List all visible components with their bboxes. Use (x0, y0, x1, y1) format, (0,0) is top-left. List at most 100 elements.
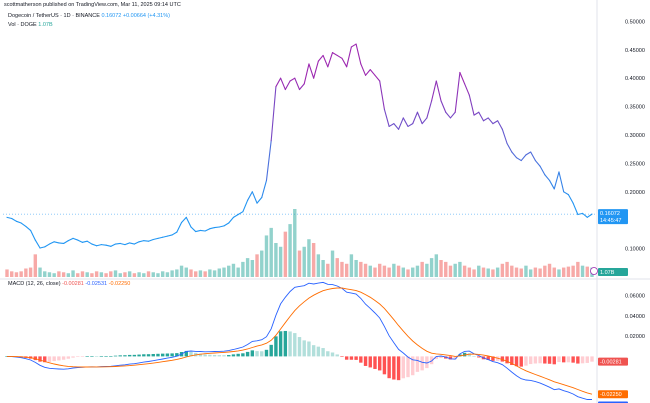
macd-histogram-bar (354, 356, 358, 360)
volume-bar (43, 271, 47, 277)
price-line-segment (355, 43, 362, 65)
macd-histogram-bar (94, 356, 99, 357)
volume-badge-bg (598, 268, 628, 276)
volume-bar (330, 250, 335, 277)
macd-histogram-bar (283, 330, 288, 357)
volume-bar (184, 267, 188, 277)
price-line-segment (237, 211, 244, 216)
price-line-segment (63, 240, 69, 245)
price-line-segment (577, 212, 584, 216)
macd-histogram-bar (448, 356, 453, 360)
volume-bar (491, 269, 495, 277)
price-line-segment (30, 229, 36, 241)
price-line-segment (379, 80, 385, 110)
volume-bar (411, 267, 415, 277)
volume-bar (448, 265, 453, 277)
volume-bar (66, 273, 71, 277)
volume-bar (80, 271, 85, 277)
macd-histogram-bar (307, 341, 311, 357)
macd-histogram-bar (293, 333, 297, 357)
price-line-segment (48, 241, 55, 245)
macd-histogram-bar (425, 356, 429, 369)
price-line-segment (364, 69, 371, 76)
volume-bar (302, 246, 306, 277)
volume-bar (543, 265, 547, 277)
price-line-segment (195, 229, 201, 233)
macd-histogram-bar (411, 356, 415, 376)
price-line-segment (487, 117, 494, 125)
volume-bar (293, 209, 297, 277)
volume-legend[interactable]: Vol · DOGE 1.07B (8, 22, 53, 29)
last-price: 0.16072 (101, 13, 122, 19)
price-line-segment (558, 171, 565, 193)
volume-bar (547, 263, 552, 277)
volume-bar (359, 261, 363, 277)
price-line-segment (129, 242, 135, 245)
volume-bar (250, 260, 255, 277)
macd-histogram-bar (203, 354, 207, 357)
macd-histogram-bar (576, 356, 580, 364)
volume-bar (335, 258, 339, 277)
price-line-segment (515, 157, 522, 162)
macd-histogram-bar (156, 353, 160, 357)
price-line-segment (582, 212, 588, 218)
price-tick-label: 0.40000 (625, 76, 645, 82)
macd-label: MACD (12, 26, close) (8, 281, 61, 287)
price-line-segment (294, 77, 301, 91)
price-line-segment (270, 86, 277, 142)
price-tick-label: 0.25000 (625, 161, 645, 167)
price-line-segment (171, 231, 178, 236)
price-line-segment (152, 237, 159, 241)
price-line-segment (544, 174, 551, 181)
volume-bar (439, 260, 443, 277)
macd-histogram-bar (378, 356, 382, 371)
volume-bar (142, 273, 146, 277)
price-line-segment (548, 179, 555, 190)
macd-histogram-bar (547, 356, 552, 364)
volume-bar (462, 265, 467, 277)
macd-legend[interactable]: MACD (12, 26, close) -0.00281 -0.02531 -… (8, 281, 130, 288)
macd-histogram-bar (80, 356, 85, 357)
volume-bar (151, 272, 155, 277)
macd-hist-badge: -0.00281 (598, 357, 628, 366)
price-line-segment (388, 123, 395, 128)
macd-histogram-bar (109, 356, 113, 357)
macd-histogram-bar (311, 345, 316, 357)
symbol-legend[interactable]: Dogecoin / TetherUS · 1D · BINANCE 0.160… (8, 13, 170, 20)
volume-bar (311, 243, 316, 277)
macd-histogram-bar (519, 356, 523, 367)
macd-histogram-bar (241, 353, 245, 357)
price-line-segment (567, 194, 574, 204)
volume-bar (434, 254, 439, 277)
volume-bar (160, 271, 165, 277)
macd-histogram-bar (406, 356, 410, 378)
macd-histogram-bar (260, 351, 264, 357)
macd-histogram-bar (359, 356, 363, 363)
price-change: +0.00664 (+4.31%) (122, 13, 170, 19)
price-line-segment (416, 111, 423, 125)
volume-bar (113, 270, 118, 277)
volume-bar (217, 268, 221, 277)
price-line-segment (119, 242, 126, 246)
macd-histogram-bar (330, 352, 335, 357)
price-line-segment (86, 240, 93, 245)
volume-bar (118, 273, 122, 277)
macd-histogram-bar (146, 354, 151, 357)
macd-histogram-bar (514, 356, 519, 367)
macd-histogram-bar (189, 351, 193, 357)
price-line-segment (214, 226, 220, 229)
volume-bar (245, 258, 250, 277)
macd-histogram-bar (566, 356, 571, 363)
price-line-segment (350, 43, 357, 48)
volume-bar (241, 261, 245, 277)
macd-histogram-bar (212, 354, 217, 357)
volume-bar (274, 243, 278, 277)
price-line-segment (327, 52, 334, 68)
volume-bar (269, 227, 273, 277)
macd-histogram-bar (387, 356, 391, 379)
price-line-segment (331, 52, 338, 56)
price-line-segment (124, 242, 131, 246)
macd-histogram-bar (467, 353, 472, 357)
